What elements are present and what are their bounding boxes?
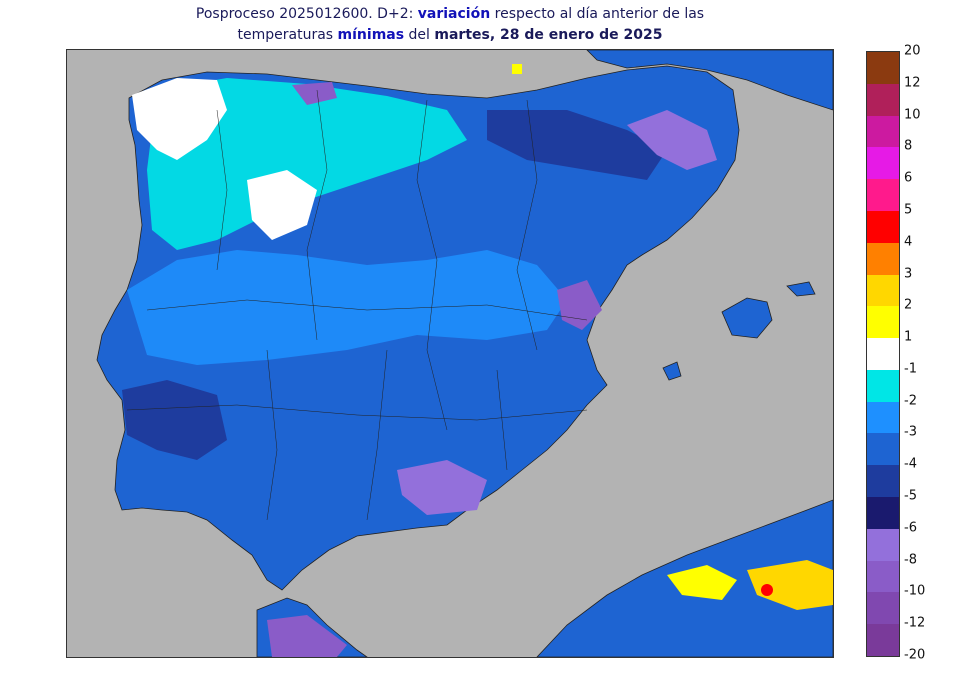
legend-swatch (867, 338, 899, 371)
legend-swatch (867, 401, 899, 434)
legend-swatch (867, 52, 899, 85)
zone-plus4-algeria (747, 560, 833, 610)
legend-label: 4 (904, 234, 913, 250)
legend-label: 12 (904, 75, 921, 91)
legend-label: -8 (904, 552, 917, 568)
zone-plus2-france (512, 64, 522, 74)
legend-swatch (867, 242, 899, 276)
title-date: martes, 28 de enero de 2025 (434, 27, 663, 43)
legend-swatch (867, 115, 899, 148)
zone-plus5-algeria (761, 584, 773, 596)
legend-swatch (867, 433, 899, 466)
title-text: temperaturas (237, 27, 338, 43)
zone-white-castilla (247, 170, 317, 240)
legend-swatch (867, 369, 899, 403)
legend-swatch (867, 83, 899, 117)
legend-label: 3 (904, 266, 913, 282)
zone-white-galicia (132, 78, 227, 160)
legend-label: -5 (904, 488, 917, 504)
legend-label: -10 (904, 583, 926, 599)
title-highlight-minimas: mínimas (337, 27, 405, 43)
title-text: Posproceso 2025012600. D+2: (195, 6, 418, 22)
mallorca (721, 297, 773, 339)
legend-label: -12 (904, 615, 926, 631)
legend-label: 1 (904, 329, 913, 345)
legend-swatch (867, 306, 899, 339)
legend-label: -20 (904, 647, 926, 663)
zone-plus2-algeria (667, 565, 737, 600)
zone-minus1-north (147, 78, 467, 250)
iberia-map (96, 50, 833, 657)
legend-swatch (867, 179, 899, 212)
zone-minus2 (127, 250, 567, 365)
chart-title: Posproceso 2025012600. D+2: variación re… (0, 4, 900, 46)
menorca (786, 281, 816, 297)
title-highlight-variacion: variación (417, 6, 491, 22)
legend-label: -6 (904, 520, 917, 536)
legend-label: -3 (904, 424, 917, 440)
zone-minus8-teruel (557, 280, 602, 330)
title-text: del (404, 27, 435, 43)
legend-label: 8 (904, 138, 913, 154)
legend-label: 6 (904, 170, 913, 186)
zone-minus5-ebro (487, 110, 667, 180)
legend-swatch (867, 560, 899, 593)
zone-minus8-pyrenees (627, 110, 717, 170)
legend-label: -1 (904, 361, 917, 377)
legend-swatch (867, 147, 899, 180)
legend-swatch (867, 592, 899, 625)
legend-swatch (867, 465, 899, 498)
legend-label: 10 (904, 107, 921, 123)
legend-swatch (867, 274, 899, 307)
legend-swatch (867, 497, 899, 530)
title-line-2: temperaturas mínimas del martes, 28 de e… (0, 25, 900, 46)
france (586, 50, 833, 111)
zone-minus8-cantabria (292, 82, 337, 105)
legend-label: -2 (904, 393, 917, 409)
title-line-1: Posproceso 2025012600. D+2: variación re… (0, 4, 900, 25)
legend-swatch (867, 210, 899, 244)
province-borders (126, 89, 588, 521)
map-panel (66, 49, 834, 658)
legend-swatch (867, 528, 899, 562)
legend-label: 20 (904, 43, 921, 59)
ibiza (662, 361, 682, 381)
legend-label: 5 (904, 202, 913, 218)
legend-label: 2 (904, 297, 913, 313)
title-text: respecto al día anterior de las (490, 6, 705, 22)
legend-swatch (867, 624, 899, 657)
zone-minus8-morocco (267, 615, 347, 657)
color-legend (866, 51, 900, 657)
zone-minus5-southwest (122, 380, 227, 460)
legend-label: -4 (904, 456, 917, 472)
zone-minus8-sierra-nevada (397, 460, 487, 515)
